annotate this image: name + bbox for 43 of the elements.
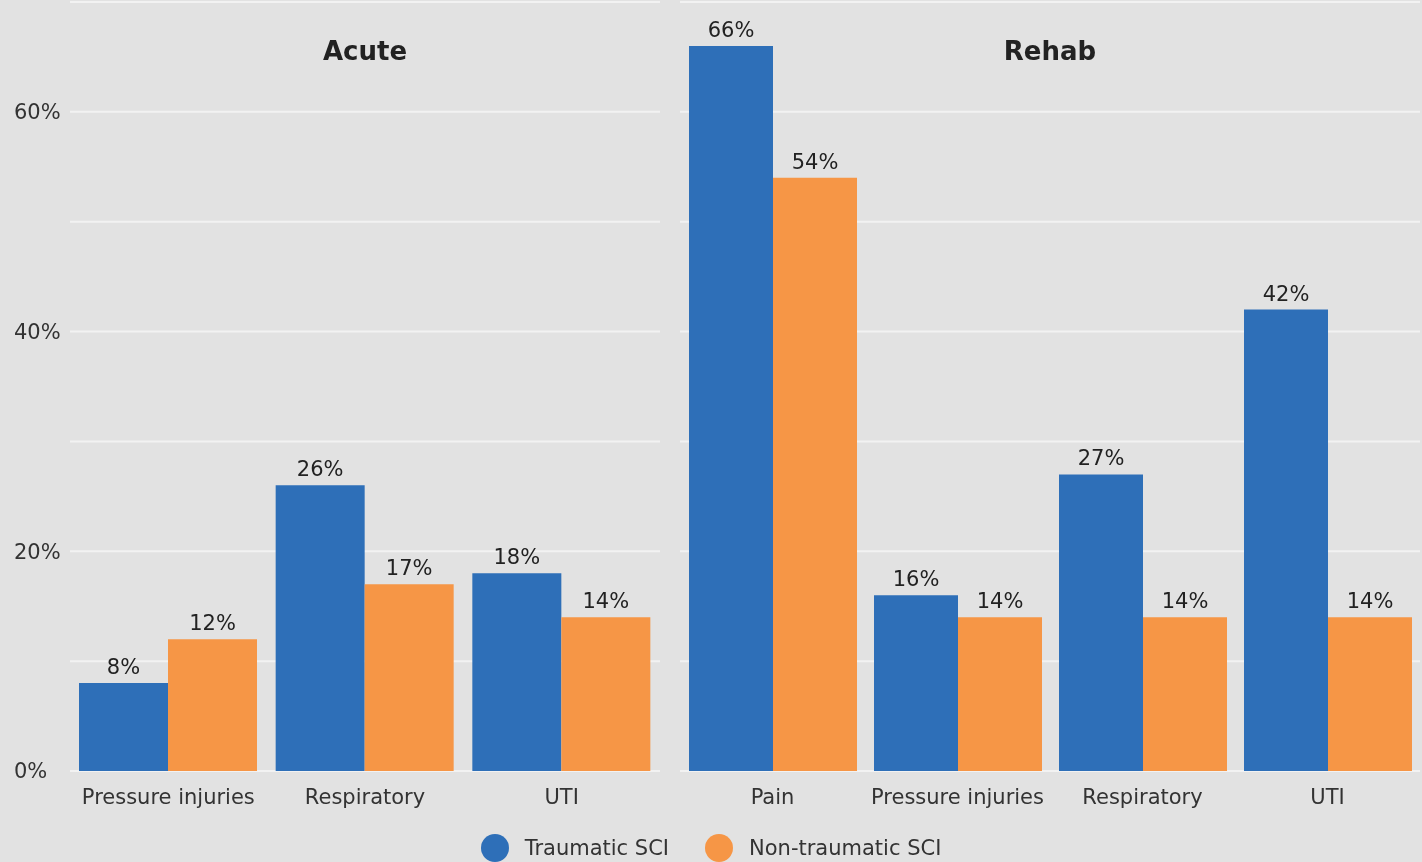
- data-label: 8%: [106, 655, 141, 680]
- bar: [874, 595, 958, 771]
- bar: [773, 177, 857, 771]
- bar: [1143, 617, 1227, 771]
- bar: [472, 573, 562, 771]
- x-tick-label: UTI: [1310, 784, 1345, 809]
- data-label: 42%: [1262, 281, 1310, 306]
- legend-label: Traumatic SCI: [524, 836, 670, 860]
- x-tick-label: Pressure injuries: [871, 784, 1044, 809]
- bar: [364, 584, 454, 771]
- x-tick-label: UTI: [544, 784, 579, 809]
- x-tick-label: Pressure injuries: [81, 784, 255, 809]
- data-label: 14%: [582, 589, 630, 614]
- text: Acute: [321, 36, 409, 66]
- bar: [1059, 474, 1143, 771]
- y-tick-label: 0%: [14, 759, 48, 784]
- bar: [1328, 617, 1412, 771]
- data-label: 18%: [493, 545, 541, 570]
- legend-label: Non-traumatic SCI: [749, 836, 942, 860]
- x-tick-label: Respiratory: [1082, 784, 1203, 809]
- data-label: 14%: [976, 589, 1024, 614]
- y-tick-label: 40%: [14, 320, 61, 345]
- x-tick-label: Pain: [750, 784, 795, 809]
- data-label: 27%: [1077, 446, 1125, 471]
- data-label: 14%: [1346, 589, 1394, 614]
- y-tick-label: 20%: [14, 539, 61, 564]
- bar: [275, 485, 365, 771]
- bar: [1244, 309, 1328, 771]
- bar: [958, 617, 1042, 771]
- data-label: 16%: [892, 567, 940, 592]
- bar: [689, 45, 773, 771]
- bar: [168, 639, 257, 771]
- text: Rehab: [1003, 36, 1097, 66]
- data-label: 14%: [1161, 589, 1209, 614]
- data-label: 26%: [296, 457, 344, 482]
- bar: [561, 617, 651, 771]
- data-label: 66%: [707, 17, 755, 42]
- data-label: 17%: [385, 556, 433, 581]
- x-tick-label: Respiratory: [304, 784, 426, 809]
- bar: [79, 683, 168, 771]
- y-tick-label: 60%: [14, 100, 61, 125]
- data-label: 54%: [791, 149, 839, 174]
- data-label: 12%: [189, 611, 236, 636]
